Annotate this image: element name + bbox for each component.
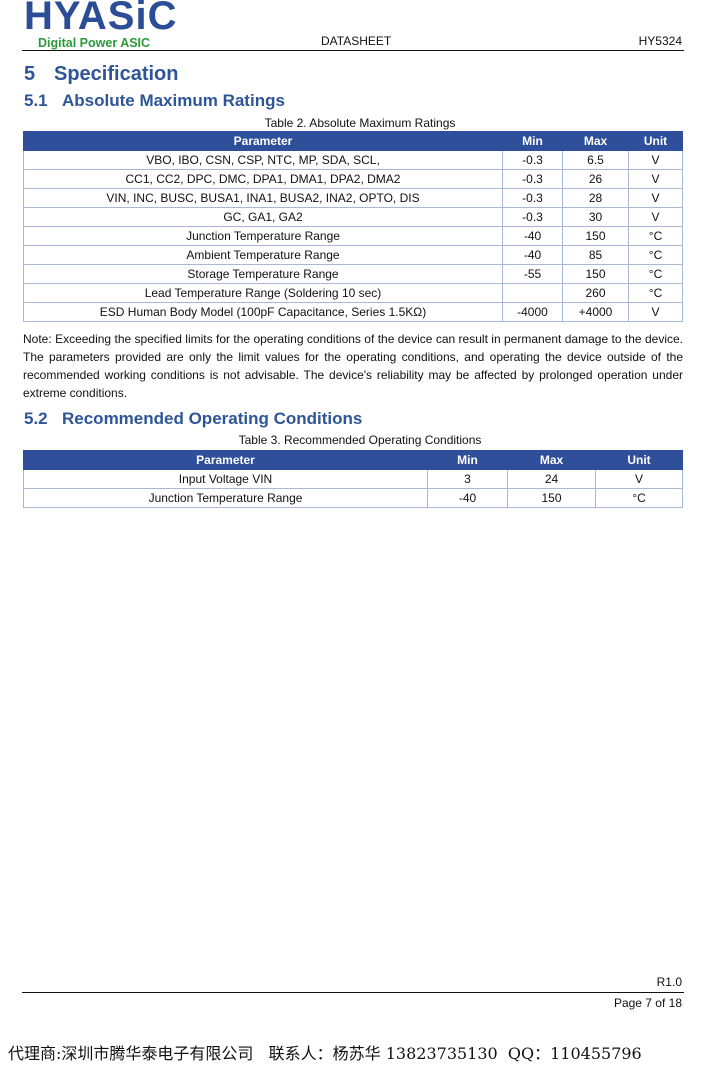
- table-cell: V: [628, 150, 683, 170]
- table-cell: Storage Temperature Range: [23, 264, 503, 284]
- column-header: Max: [562, 131, 629, 151]
- table2-caption: Table 2. Absolute Maximum Ratings: [264, 116, 456, 130]
- table-cell: V: [628, 207, 683, 227]
- table-cell: Input Voltage VIN: [23, 469, 428, 489]
- absolute-max-ratings-table: Parameter Min Max Unit VBO, IBO, CSN, CSP, N…: [23, 131, 683, 322]
- table-cell: V: [628, 169, 683, 189]
- subsection-heading-5-1: 5.1 Absolute Maximum Ratings: [24, 91, 285, 110]
- table-cell: 260: [562, 283, 629, 303]
- column-header: Min: [427, 450, 508, 470]
- table-cell: V: [595, 469, 683, 489]
- table-cell: -40: [427, 488, 508, 508]
- table-cell: GC, GA1, GA2: [23, 207, 503, 227]
- recommended-conditions-table: Parameter Min Max Unit Input Voltage VIN 3 24 V…: [23, 450, 683, 508]
- table-row: VIN, INC, BUSC, BUSA1, INA1, BUSA2, INA2…: [23, 188, 683, 208]
- table-cell: V: [628, 302, 683, 322]
- table-row: ESD Human Body Model (100pF Capacitance,…: [23, 302, 683, 322]
- table3-caption: Table 3. Recommended Operating Condition…: [238, 433, 482, 447]
- table-row: Ambient Temperature Range -40 85 °C: [23, 245, 683, 265]
- table-cell: -55: [502, 264, 563, 284]
- column-header: Parameter: [23, 131, 503, 151]
- table-row: Lead Temperature Range (Soldering 10 sec…: [23, 283, 683, 303]
- table-cell: -4000: [502, 302, 563, 322]
- table-row: GC, GA1, GA2 -0.3 30 V: [23, 207, 683, 227]
- part-number: HY5324: [638, 34, 682, 48]
- page-number: Page 7 of 18: [613, 996, 682, 1010]
- table-cell: Junction Temperature Range: [23, 226, 503, 246]
- table-cell: -0.3: [502, 188, 563, 208]
- logo-tagline: Digital Power ASIC: [38, 36, 151, 50]
- table-row: Input Voltage VIN 3 24 V: [23, 469, 683, 489]
- table-cell: 150: [562, 264, 629, 284]
- table-cell: -0.3: [502, 150, 563, 170]
- footer-divider: [22, 992, 684, 993]
- table-row: Junction Temperature Range -40 150 °C: [23, 488, 683, 508]
- table-cell: -40: [502, 226, 563, 246]
- subsection-heading-5-2: 5.2 Recommended Operating Conditions: [24, 409, 363, 428]
- logo: HYASiC: [24, 0, 178, 38]
- note-text: Note: Exceeding the specified limits for…: [23, 332, 683, 400]
- table-cell: Junction Temperature Range: [23, 488, 428, 508]
- table-cell: Lead Temperature Range (Soldering 10 sec…: [23, 283, 503, 303]
- table-row: CC1, CC2, DPC, DMC, DPA1, DMA1, DPA2, DM…: [23, 169, 683, 189]
- table-cell: +4000: [562, 302, 629, 322]
- doc-type: DATASHEET: [321, 34, 392, 48]
- table-cell: °C: [628, 264, 683, 284]
- column-header: Unit: [628, 131, 683, 151]
- table-cell: °C: [595, 488, 683, 508]
- revision: R1.0: [656, 975, 682, 989]
- table-cell: ESD Human Body Model (100pF Capacitance,…: [23, 302, 503, 322]
- table-cell: [502, 283, 563, 303]
- column-header: Max: [507, 450, 596, 470]
- table-row: VBO, IBO, CSN, CSP, NTC, MP, SDA, SCL, -0…: [23, 150, 683, 170]
- table-cell: 150: [507, 488, 596, 508]
- column-header: Unit: [595, 450, 683, 470]
- table-cell: 85: [562, 245, 629, 265]
- header-divider: [22, 50, 684, 51]
- section-heading: 5 Specification: [24, 63, 179, 85]
- distributor-contact: 代理商:深圳市腾华泰电子有限公司 联系人：杨苏华 13823735130 QQ：…: [8, 1044, 642, 1063]
- table-cell: -0.3: [502, 207, 563, 227]
- table-cell: 26: [562, 169, 629, 189]
- table-cell: 28: [562, 188, 629, 208]
- table-cell: 24: [507, 469, 596, 489]
- table-cell: Ambient Temperature Range: [23, 245, 503, 265]
- column-header: Min: [502, 131, 563, 151]
- table-row: Junction Temperature Range -40 150 °C: [23, 226, 683, 246]
- table-cell: VIN, INC, BUSC, BUSA1, INA1, BUSA2, INA2…: [23, 188, 503, 208]
- table-cell: 150: [562, 226, 629, 246]
- table-cell: VBO, IBO, CSN, CSP, NTC, MP, SDA, SCL,: [23, 150, 503, 170]
- table-cell: 30: [562, 207, 629, 227]
- table-cell: -0.3: [502, 169, 563, 189]
- table-cell: °C: [628, 245, 683, 265]
- table-cell: °C: [628, 226, 683, 246]
- table-cell: °C: [628, 283, 683, 303]
- table-cell: -40: [502, 245, 563, 265]
- table-row: Storage Temperature Range -55 150 °C: [23, 264, 683, 284]
- table-cell: 3: [427, 469, 508, 489]
- table-cell: V: [628, 188, 683, 208]
- column-header: Parameter: [23, 450, 428, 470]
- table-cell: 6.5: [562, 150, 629, 170]
- table-cell: CC1, CC2, DPC, DMC, DPA1, DMA1, DPA2, DM…: [23, 169, 503, 189]
